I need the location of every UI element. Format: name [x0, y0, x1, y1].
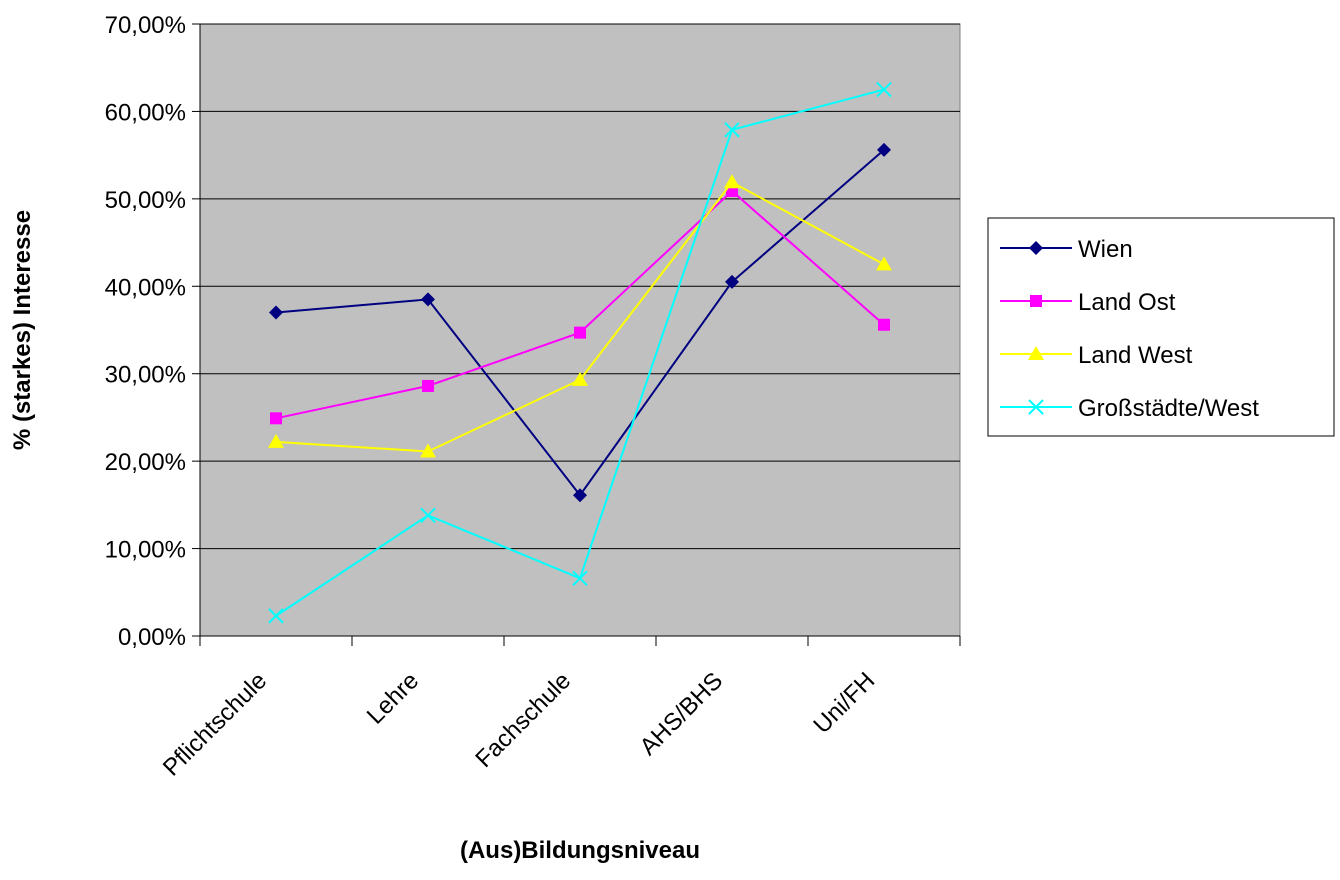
legend-item: Wien: [1000, 236, 1133, 263]
legend-label: Land West: [1078, 342, 1193, 369]
series-gro-st-dte-west: [268, 81, 892, 624]
y-axis-title: % (starkes) Interesse: [9, 210, 36, 450]
data-point: [877, 142, 891, 157]
legend-item: Großstädte/West: [1000, 395, 1259, 422]
y-tick-label: 50,00%: [105, 187, 186, 214]
data-point: [421, 292, 435, 307]
legend-label: Großstädte/West: [1078, 395, 1259, 422]
data-point: [572, 371, 588, 386]
x-tick-label: AHS/BHS: [635, 667, 729, 761]
data-point: [878, 318, 890, 331]
y-tick-label: 20,00%: [105, 449, 186, 476]
legend: Wien Land Ost Land West Großstädte/West: [987, 217, 1335, 437]
y-tick-label: 40,00%: [105, 274, 186, 301]
data-point: [1028, 399, 1044, 415]
legend-item: Land West: [1000, 342, 1193, 369]
data-point: [573, 488, 587, 503]
x-tick-label: Fachschule: [470, 667, 576, 773]
data-point: [876, 81, 892, 98]
data-point: [420, 443, 436, 458]
data-point: [420, 507, 436, 524]
data-point: [876, 256, 892, 271]
data-point: [1030, 295, 1042, 307]
x-tick-label: Lehre: [362, 667, 425, 730]
y-tick-label: 30,00%: [105, 362, 186, 389]
data-point: [1029, 241, 1043, 255]
data-point: [574, 326, 586, 339]
series-land-west: [268, 174, 892, 458]
x-tick-label: Pflichtschule: [158, 667, 272, 781]
x-axis-title: (Aus)Bildungsniveau: [460, 837, 700, 864]
legend-label: Land Ost: [1078, 289, 1176, 316]
data-point: [725, 274, 739, 289]
data-point: [724, 174, 740, 189]
series-wien: [269, 142, 891, 503]
data-point: [572, 570, 588, 587]
y-tick-label: 70,00%: [105, 12, 186, 39]
data-point: [270, 412, 282, 425]
data-point: [268, 433, 284, 448]
legend-label: Wien: [1078, 236, 1133, 263]
data-point: [269, 305, 283, 320]
data-point: [422, 379, 434, 392]
legend-item: Land Ost: [1000, 289, 1176, 316]
legend-box: [987, 217, 1335, 437]
data-point: [268, 608, 284, 624]
data-point: [724, 122, 740, 138]
y-tick-label: 10,00%: [105, 537, 186, 564]
series-layer: [268, 81, 892, 624]
data-point: [1028, 346, 1044, 360]
y-tick-label: 0,00%: [118, 624, 186, 651]
x-tick-label: Uni/FH: [808, 667, 880, 739]
y-tick-label: 60,00%: [105, 99, 186, 126]
